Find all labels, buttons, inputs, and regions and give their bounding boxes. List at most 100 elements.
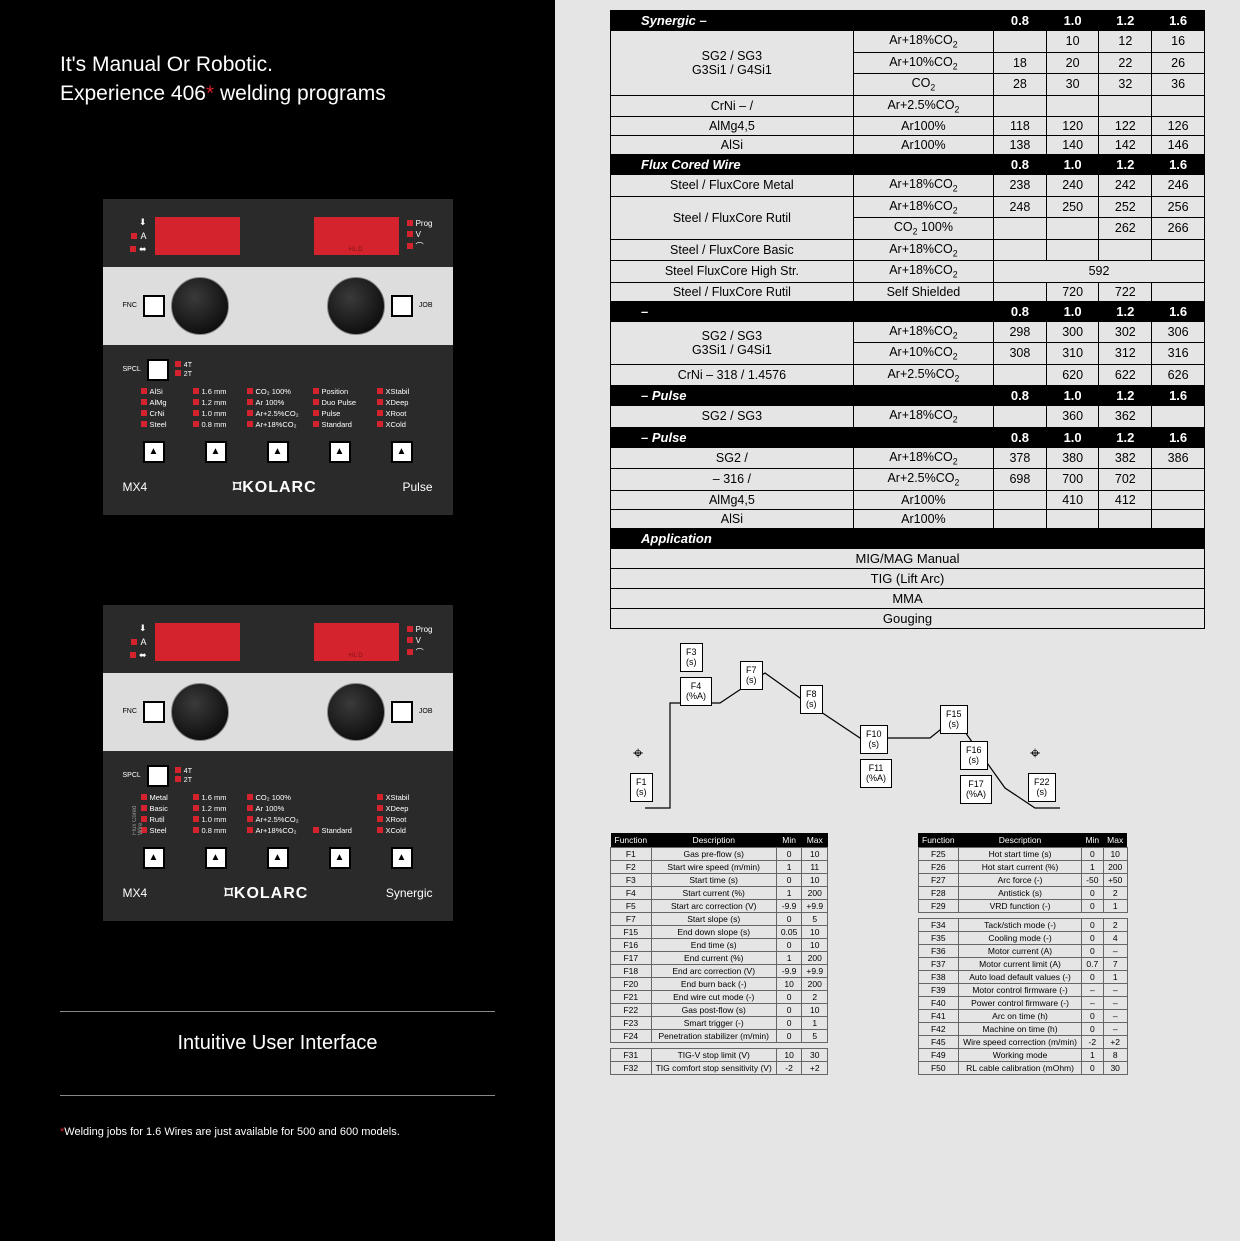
job-button[interactable]: ▲	[391, 701, 413, 723]
waveform-param-box: F4(%A)	[680, 677, 712, 707]
grid-cell: Ar+2.5%CO₂	[247, 409, 309, 418]
grid-cell: 0.8 mm	[193, 826, 243, 835]
headline-star: *	[206, 82, 214, 105]
left-icons: ⬇A⬌	[123, 217, 147, 255]
grid-cell: Metal	[141, 793, 189, 802]
spcl-button[interactable]: ▶	[147, 765, 169, 787]
column-button[interactable]: ▲	[391, 847, 413, 869]
footnote-text: Welding jobs for 1.6 Wires are just avai…	[64, 1126, 399, 1138]
column-button[interactable]: ▲	[205, 441, 227, 463]
grid-cell: Ar+18%CO₂	[247, 826, 309, 835]
waveform-param-box: F11(%A)	[860, 759, 892, 789]
grid-cell: Standard	[313, 826, 373, 835]
waveform-param-box: F15(s)	[940, 705, 968, 735]
panel-top: ⬇A⬌ HLD ProgV⌒	[103, 199, 453, 267]
footnote: *Welding jobs for 1.6 Wires are just ava…	[60, 1126, 495, 1138]
torch-icon: ⌖	[1030, 743, 1040, 764]
fnc-button[interactable]: ▲	[143, 295, 165, 317]
grid-cell: Steel	[141, 420, 189, 429]
grid-cell	[313, 815, 373, 824]
grid-cell: 1.2 mm	[193, 398, 243, 407]
mode-label: Synergic	[386, 886, 433, 900]
waveform-param-box: F22(s)	[1028, 773, 1056, 803]
grid-cell: 0.8 mm	[193, 420, 243, 429]
grid-cell: Ar 100%	[247, 804, 309, 813]
grid-cell: Ar+2.5%CO₂	[247, 815, 309, 824]
panel-mid: FNC▲ ▲JOB	[103, 673, 453, 751]
left-icons: ⬇A⬌	[123, 623, 147, 661]
grid-cell: XDeep	[377, 804, 427, 813]
grid-cell: Ar 100%	[247, 398, 309, 407]
waveform-param-box: F17(%A)	[960, 775, 992, 805]
waveform-param-box: F1(s)	[630, 773, 653, 803]
headline-line1: It's Manual Or Robotic.	[60, 53, 273, 76]
grid-cell: XCold	[377, 826, 427, 835]
grid-cell: 1.2 mm	[193, 804, 243, 813]
model-label: MX4	[123, 886, 148, 900]
control-panel-synergic: ⬇A⬌ HLD ProgV⌒ FNC▲ ▲JOB SPCL ▶ 4T2T Flu…	[103, 605, 453, 921]
grid-cell: Ar+18%CO₂	[247, 420, 309, 429]
grid-cell: Duo Pulse	[313, 398, 373, 407]
panel-bot: SPCL ▶ 4T2T Flux Cored Wire Metal1.6 mmC…	[103, 751, 453, 921]
headline-line2b: welding programs	[214, 82, 386, 105]
function-table-right: FunctionDescriptionMinMaxF25Hot start ti…	[918, 833, 1128, 1075]
grid-cell: XStabil	[377, 387, 427, 396]
grid-cell: XDeep	[377, 398, 427, 407]
fnc-button[interactable]: ▲	[143, 701, 165, 723]
column-button[interactable]: ▲	[267, 441, 289, 463]
grid-cell: XCold	[377, 420, 427, 429]
grid-cell: CrNi	[141, 409, 189, 418]
left-column: It's Manual Or Robotic. Experience 406* …	[0, 0, 555, 1241]
function-tables: FunctionDescriptionMinMaxF1Gas pre-flow …	[610, 833, 1205, 1075]
spcl-button[interactable]: ▶	[147, 359, 169, 381]
panel-bot: SPCL ▶ 4T2T AlSi1.6 mmCO₂ 100%PositionXS…	[103, 345, 453, 515]
grid-cell: Position	[313, 387, 373, 396]
display-left	[155, 623, 240, 661]
grid-cell: XRoot	[377, 815, 427, 824]
grid-cell: 1.0 mm	[193, 409, 243, 418]
right-icons: ProgV⌒	[407, 625, 433, 658]
job-button[interactable]: ▲	[391, 295, 413, 317]
grid-cell: AlMg	[141, 398, 189, 407]
panel-mid: FNC▲ ▲JOB	[103, 267, 453, 345]
display-right: HLD	[314, 217, 399, 255]
column-button[interactable]: ▲	[205, 847, 227, 869]
divider	[60, 1095, 495, 1096]
iui-title: Intuitive User Interface	[60, 1032, 495, 1055]
knob-left[interactable]	[171, 683, 229, 741]
grid-cell: Pulse	[313, 409, 373, 418]
program-table: Synergic –0.81.01.21.6SG2 / SG3 G3Si1 / …	[610, 10, 1205, 629]
knob-right[interactable]	[327, 683, 385, 741]
column-button[interactable]: ▲	[143, 441, 165, 463]
grid-cell: XRoot	[377, 409, 427, 418]
grid-cell: Standard	[313, 420, 373, 429]
model-label: MX4	[123, 480, 148, 494]
column-button[interactable]: ▲	[267, 847, 289, 869]
grid-cell: XStabil	[377, 793, 427, 802]
grid-cell: 1.6 mm	[193, 793, 243, 802]
headline: It's Manual Or Robotic. Experience 406* …	[60, 50, 495, 109]
control-panel-pulse: ⬇A⬌ HLD ProgV⌒ FNC▲ ▲JOB SPCL ▶ 4T2T AlS…	[103, 199, 453, 515]
column-button[interactable]: ▲	[143, 847, 165, 869]
display-left	[155, 217, 240, 255]
column-button[interactable]: ▲	[329, 847, 351, 869]
torch-icon: ⌖	[633, 743, 643, 764]
grid-cell: Basic	[141, 804, 189, 813]
waveform-param-box: F10(s)	[860, 725, 888, 755]
brand-logo: ⌑KOLARC	[233, 477, 317, 497]
divider	[60, 1011, 495, 1012]
grid-cell: 1.0 mm	[193, 815, 243, 824]
waveform-param-box: F7(s)	[740, 661, 763, 691]
grid-cell	[313, 793, 373, 802]
waveform-param-box: F8(s)	[800, 685, 823, 715]
panel-top: ⬇A⬌ HLD ProgV⌒	[103, 605, 453, 673]
right-icons: ProgV⌒	[407, 219, 433, 252]
grid-cell: AlSi	[141, 387, 189, 396]
right-column: Synergic –0.81.01.21.6SG2 / SG3 G3Si1 / …	[555, 0, 1240, 1241]
grid-cell	[313, 804, 373, 813]
column-button[interactable]: ▲	[329, 441, 351, 463]
knob-left[interactable]	[171, 277, 229, 335]
column-button[interactable]: ▲	[391, 441, 413, 463]
waveform-diagram: F3(s)F4(%A)F7(s)F8(s)F10(s)F11(%A)F15(s)…	[610, 643, 1205, 823]
knob-right[interactable]	[327, 277, 385, 335]
